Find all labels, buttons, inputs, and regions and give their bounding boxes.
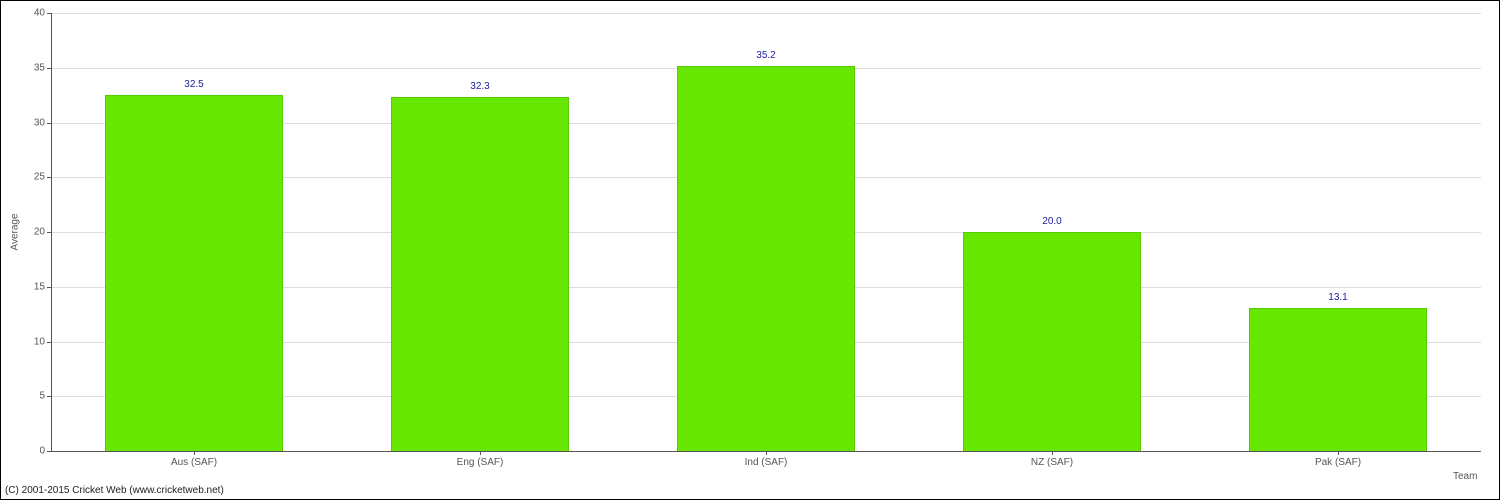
bar [1249,308,1426,451]
x-tick-mark [194,451,195,455]
bar [391,97,568,451]
x-tick-mark [1338,451,1339,455]
bar-value-label: 35.2 [756,50,775,61]
x-tick-mark [766,451,767,455]
bar-value-label: 20.0 [1042,216,1061,227]
bar-value-label: 32.5 [184,79,203,90]
x-tick-label: NZ (SAF) [1031,457,1073,468]
x-tick-label: Ind (SAF) [745,457,788,468]
y-tick-label: 10 [29,336,45,347]
bar-value-label: 13.1 [1328,292,1347,303]
y-tick-label: 30 [29,117,45,128]
credit-text: (C) 2001-2015 Cricket Web (www.cricketwe… [5,485,224,496]
bar-value-label: 32.3 [470,81,489,92]
grid-line [51,13,1481,14]
y-tick-label: 0 [29,446,45,457]
x-tick-label: Eng (SAF) [457,457,504,468]
chart-container: Average Team (C) 2001-2015 Cricket Web (… [0,0,1500,500]
bar [105,95,282,451]
bar [677,66,854,451]
y-axis-title: Average [10,213,21,250]
bar [963,232,1140,451]
x-tick-mark [1052,451,1053,455]
y-tick-label: 15 [29,281,45,292]
y-tick-label: 35 [29,62,45,73]
y-axis-line [51,13,52,451]
x-tick-label: Pak (SAF) [1315,457,1361,468]
y-tick-label: 25 [29,172,45,183]
x-axis-title: Team [1453,471,1477,482]
x-tick-mark [480,451,481,455]
y-tick-label: 20 [29,227,45,238]
x-tick-label: Aus (SAF) [171,457,217,468]
y-tick-label: 40 [29,8,45,19]
y-tick-label: 5 [29,391,45,402]
